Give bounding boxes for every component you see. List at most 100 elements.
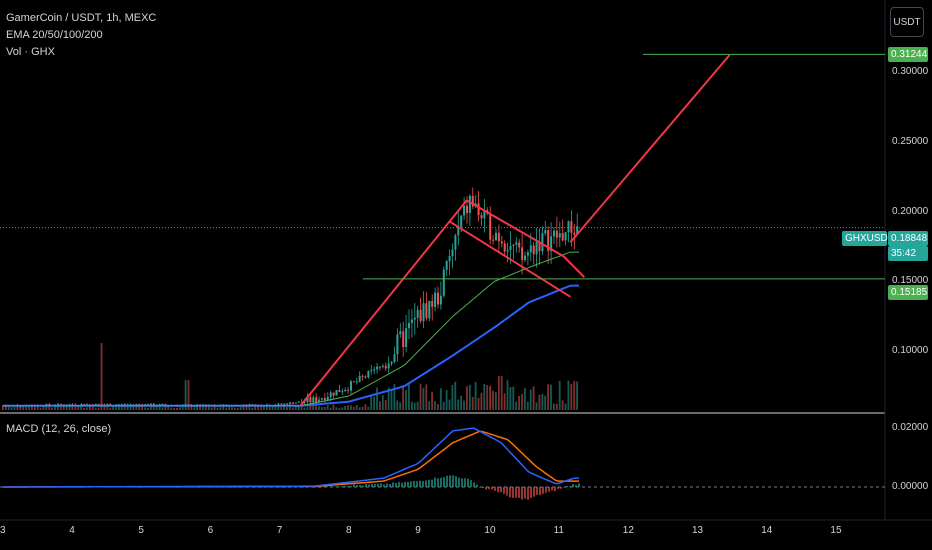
candle-body <box>323 398 326 401</box>
candle-body <box>135 404 138 406</box>
volume-bar <box>245 404 248 410</box>
volume-bar <box>141 404 143 410</box>
volume-bar <box>97 407 100 410</box>
volume-bar <box>399 402 402 410</box>
volume-bar <box>7 404 10 410</box>
candle-body <box>306 397 309 403</box>
candle-body <box>344 389 347 392</box>
macd-histogram-bar <box>578 483 580 487</box>
volume-bar <box>254 404 257 410</box>
drawings[interactable] <box>299 53 885 407</box>
ema-fast-line[interactable] <box>3 251 579 407</box>
symbol-title[interactable]: GamerCoin / USDT, 1h, MEXC <box>6 12 157 24</box>
macd-signal-line[interactable] <box>3 430 579 488</box>
volume-bar <box>118 404 120 410</box>
ema-legend[interactable]: EMA 20/50/100/200 <box>6 29 103 41</box>
candle-body <box>480 215 483 219</box>
volume-bar <box>526 401 529 410</box>
volume-bar <box>352 406 355 410</box>
candle-body <box>567 221 570 233</box>
volume-bar <box>312 404 315 410</box>
candle-body <box>350 381 352 391</box>
macd-histogram-bar <box>467 478 469 487</box>
candle-body <box>106 403 109 405</box>
flag-breakout-line[interactable] <box>562 255 585 278</box>
volume-bar <box>315 405 317 410</box>
ema-slow-line[interactable] <box>3 284 579 407</box>
volume-bar <box>555 403 558 410</box>
volume-bar <box>39 407 42 410</box>
volume-bar <box>187 380 190 410</box>
volume-bar <box>216 407 219 410</box>
candle-body <box>555 230 558 238</box>
macd-legend[interactable]: MACD (12, 26, close) <box>6 423 112 435</box>
macd-histogram-bar <box>497 487 499 493</box>
volume-bar <box>350 405 352 410</box>
candle-body <box>408 323 410 329</box>
volume-bar <box>515 401 518 410</box>
candle-body <box>158 404 161 406</box>
candle-body <box>283 403 286 405</box>
macd-histogram-bar <box>530 487 532 498</box>
volume-bar <box>468 384 471 410</box>
quote-currency-button[interactable]: USDT <box>890 7 924 37</box>
candle-body <box>335 389 338 396</box>
macd-histogram-bar <box>569 485 571 487</box>
candle-body <box>518 242 521 248</box>
volume-bar <box>521 393 523 410</box>
macd-histogram-bar <box>524 487 526 499</box>
candle-body <box>286 403 289 405</box>
macd-histogram-bar <box>344 485 346 487</box>
volume-bar <box>323 407 326 410</box>
grid-layer <box>0 0 932 521</box>
candle-body <box>422 303 425 322</box>
volume-bar <box>396 400 399 410</box>
volume-bar <box>228 406 230 410</box>
macd-histogram-bar <box>566 485 568 487</box>
volume-bar <box>170 407 172 410</box>
volume-bar <box>384 399 387 410</box>
support-price-tag: 0.15185 <box>888 285 928 300</box>
projection-line[interactable] <box>569 54 731 243</box>
macd-histogram-bar <box>575 484 577 487</box>
volume-bar <box>289 405 291 410</box>
macd-histogram-bar <box>452 475 454 487</box>
macd-histogram-bar <box>476 484 478 487</box>
volume-bar <box>419 383 422 410</box>
candle-body <box>48 403 51 405</box>
candle-body <box>318 399 321 403</box>
macd-histogram-bar <box>428 479 430 487</box>
macd-histogram-bar <box>440 477 442 487</box>
candle-body <box>393 354 396 363</box>
candle-body <box>526 252 529 256</box>
macd-histogram-bar <box>560 487 562 489</box>
candle-body <box>448 256 451 262</box>
volume-bar <box>567 380 570 410</box>
macd-histogram-bar <box>365 483 367 487</box>
candle-body <box>416 309 419 318</box>
macd-histogram-bar <box>323 486 325 487</box>
volume-bar <box>103 404 106 410</box>
volume-legend[interactable]: Vol · GHX <box>6 46 55 58</box>
volume-bar <box>190 404 193 410</box>
volume-bar <box>506 380 509 410</box>
volume-bar <box>260 406 262 410</box>
candle-body <box>483 209 486 219</box>
candle-body <box>419 309 422 322</box>
volume-bar <box>373 396 375 410</box>
candle-body <box>405 328 408 347</box>
candle-body <box>309 397 312 403</box>
volume-bar <box>231 407 233 410</box>
flag-lower-line[interactable] <box>448 220 571 298</box>
time-tick-label: 5 <box>138 525 144 536</box>
time-tick-label: 9 <box>415 525 421 536</box>
macd-line[interactable] <box>3 427 579 488</box>
flag-upper-line[interactable] <box>466 199 565 258</box>
flagpole-line[interactable] <box>299 199 468 407</box>
candle-body <box>497 232 500 242</box>
candle-body <box>376 366 379 370</box>
volume-bar <box>341 407 344 410</box>
volume-bar <box>437 403 439 410</box>
candle-body <box>147 404 149 406</box>
